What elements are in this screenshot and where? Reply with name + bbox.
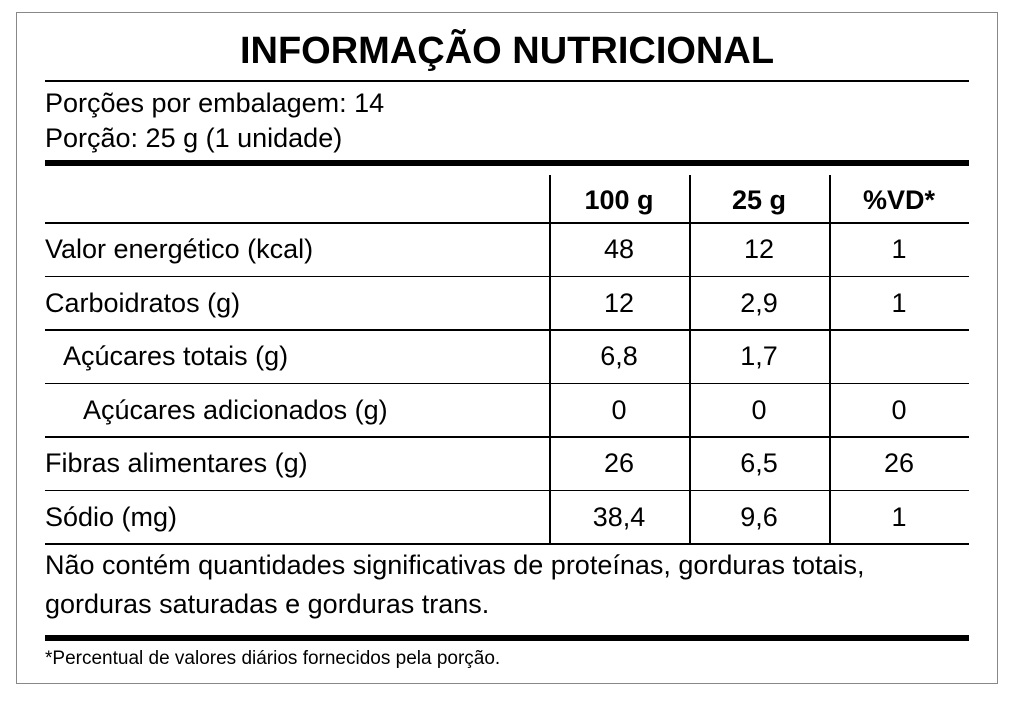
rule [45,80,969,82]
thick-rule [45,160,969,166]
column-header: 100 g [584,185,654,215]
row-label: Açúcares totais (g) [63,341,289,371]
cell-value: 0 [751,394,767,425]
column-header: %VD* [862,185,936,215]
row-label: Açúcares adicionados (g) [83,394,388,425]
servings: Porções por embalagem: 14 [45,88,385,118]
cell-value: 6,8 [600,341,638,371]
cell-value: 1,7 [740,341,778,371]
label-frame [16,12,998,684]
row-rule [45,436,969,438]
cell-value: 6,5 [740,448,778,478]
cell-value: 1 [891,234,907,264]
row-rule [45,489,969,491]
row-label: Fibras alimentares (g) [45,448,308,478]
cell-value: 38,4 [592,501,646,532]
row-rule [45,329,969,331]
cell-value: 26 [883,448,915,478]
column-header: 25 g [731,185,787,215]
column-divider [829,175,831,543]
title: INFORMAÇÃO NUTRICIONAL [239,30,775,72]
cell-value: 48 [603,234,635,264]
row-label: Valor energético (kcal) [45,234,314,264]
row-label: Sódio (mg) [45,501,178,532]
cell-value: 26 [603,448,635,478]
cell-value: 0 [891,394,907,425]
column-divider [549,175,551,543]
footnote: *Percentual de valores diários fornecido… [45,648,501,669]
row-rule [45,382,969,384]
cell-value: 12 [743,234,775,264]
cell-value: 0 [611,394,627,425]
cell-value: 1 [891,287,907,318]
row-rule [45,543,969,545]
thick-rule [45,635,969,641]
note: Não contém quantidades significativas de… [45,550,865,619]
cell-value: 2,9 [740,287,778,318]
row-rule [45,222,969,224]
cell-value: 9,6 [740,501,778,532]
row-label: Carboidratos (g) [45,287,241,318]
cell-value: 1 [891,501,907,532]
cell-value: 12 [603,287,635,318]
column-divider [689,175,691,543]
serving-size: Porção: 25 g (1 unidade) [45,123,343,153]
row-rule [45,275,969,277]
